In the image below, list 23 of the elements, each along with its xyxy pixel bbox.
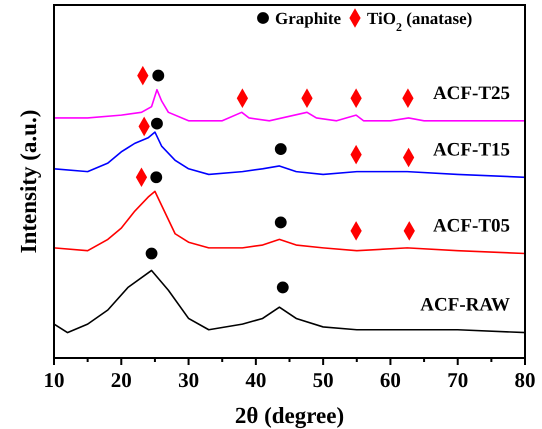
x-tick-label: 60 (380, 368, 401, 392)
point (151, 118, 163, 130)
point (150, 171, 162, 184)
x-tick-label: 70 (447, 368, 468, 392)
x-tick-label: 10 (44, 368, 64, 392)
x-tick-label: 50 (312, 368, 334, 392)
point (274, 216, 287, 228)
series-label: ACF-RAW (420, 294, 510, 316)
point (274, 143, 287, 155)
point (276, 281, 289, 294)
y-axis-title: Intensity (a.u.) (16, 110, 41, 254)
x-axis-title: 2θ (degree) (234, 403, 344, 429)
legend-label: Graphite (275, 9, 342, 28)
legend-label: TiO$_{2}$ (anatase) (367, 9, 472, 34)
series-label: ACF-T15 (432, 139, 510, 160)
series-label: ACF-T25 (432, 82, 510, 104)
x-tick-label: 20 (110, 368, 132, 392)
point (146, 248, 158, 260)
series-label: ACF-T05 (432, 216, 510, 237)
point (152, 70, 164, 82)
x-tick-label: 40 (245, 368, 266, 392)
x-tick-label: 30 (178, 368, 200, 392)
x-tick-label: 80 (514, 368, 536, 392)
